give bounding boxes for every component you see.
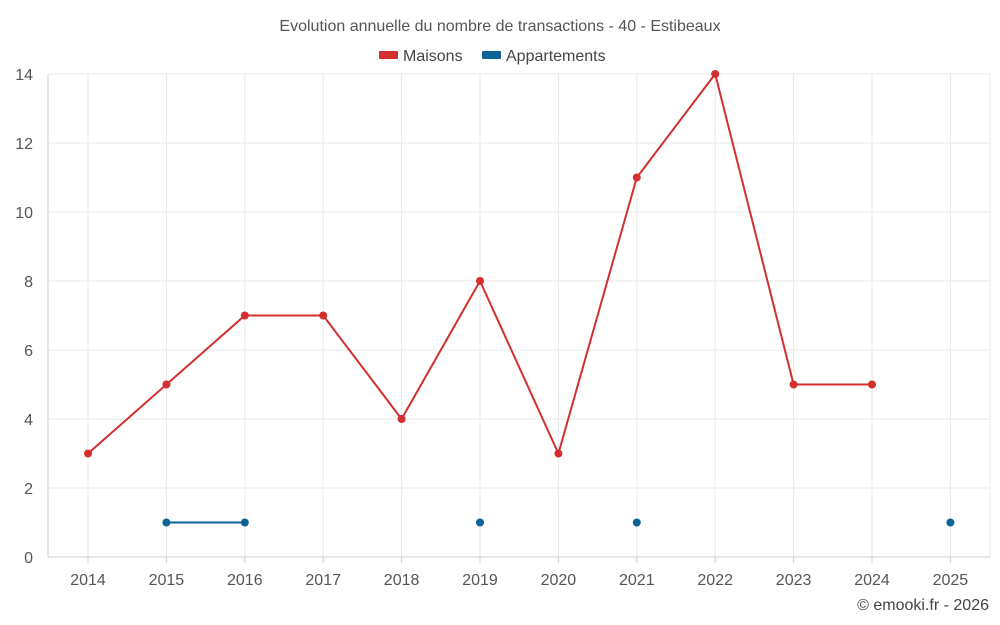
y-tick-label: 14 [15, 67, 33, 84]
y-tick-label: 12 [15, 136, 33, 153]
line-segment-maisons [635, 73, 717, 179]
series-maisons [84, 70, 876, 458]
legend-label-maisons[interactable]: Maisons [403, 48, 463, 65]
y-tick-label: 0 [24, 550, 33, 567]
data-point-maisons[interactable] [162, 380, 171, 389]
grid [48, 73, 991, 557]
data-point-maisons[interactable] [476, 277, 484, 285]
data-point-maisons[interactable] [789, 380, 798, 389]
x-tick-label: 2016 [227, 572, 263, 589]
chart-title: Evolution annuelle du nombre de transact… [279, 18, 720, 35]
legend-swatch-appartements [482, 51, 501, 59]
data-point-appartements[interactable] [240, 518, 249, 527]
legend-swatch-maisons [379, 51, 398, 59]
line-segment-maisons [87, 383, 168, 455]
y-tick-label: 10 [15, 205, 33, 222]
line-segment-maisons [557, 176, 638, 455]
data-point-appartements[interactable] [162, 518, 171, 527]
x-tick-label: 2015 [149, 572, 185, 589]
data-point-maisons[interactable] [319, 311, 328, 320]
x-tick-label: 2020 [541, 572, 577, 589]
data-point-maisons[interactable] [868, 380, 876, 389]
y-axis-ticks: 0 2 4 6 8 10 12 14 [15, 67, 33, 567]
x-tick-label: 2021 [619, 572, 655, 589]
x-tick-label: 2025 [933, 572, 969, 589]
line-segment-maisons [479, 280, 560, 455]
data-point-maisons[interactable] [240, 311, 249, 320]
x-tick-label: 2017 [305, 572, 341, 589]
line-segment-maisons [322, 314, 403, 420]
series-appartements [162, 518, 955, 527]
credit-text: © emooki.fr - 2026 [857, 597, 989, 614]
x-tick-label: 2019 [462, 572, 498, 589]
data-point-appartements[interactable] [946, 518, 955, 527]
legend: Maisons Appartements [379, 48, 606, 65]
series-layer [84, 70, 955, 527]
line-segment-maisons [400, 280, 481, 420]
x-axis-ticks: 2014 2015 2016 2017 2018 2019 2020 2021 2022 2023… [70, 572, 968, 589]
data-point-maisons[interactable] [711, 70, 720, 78]
line-segment-maisons [165, 314, 246, 386]
data-point-maisons[interactable] [632, 173, 641, 182]
x-tick-label: 2023 [776, 572, 812, 589]
data-point-maisons[interactable] [84, 449, 92, 458]
y-tick-label: 2 [24, 481, 33, 498]
data-point-maisons[interactable] [554, 449, 563, 458]
x-tick-label: 2022 [697, 572, 733, 589]
y-tick-label: 6 [24, 343, 33, 360]
line-segment-maisons [714, 73, 795, 386]
data-point-maisons[interactable] [397, 415, 406, 423]
axes [47, 74, 990, 563]
y-tick-label: 8 [24, 274, 33, 291]
y-tick-label: 4 [24, 412, 33, 429]
legend-label-appartements[interactable]: Appartements [506, 48, 606, 65]
data-point-appartements[interactable] [476, 518, 484, 527]
data-point-appartements[interactable] [632, 518, 641, 527]
x-tick-label: 2018 [384, 572, 420, 589]
x-tick-label: 2024 [854, 572, 890, 589]
x-tick-label: 2014 [70, 572, 106, 589]
